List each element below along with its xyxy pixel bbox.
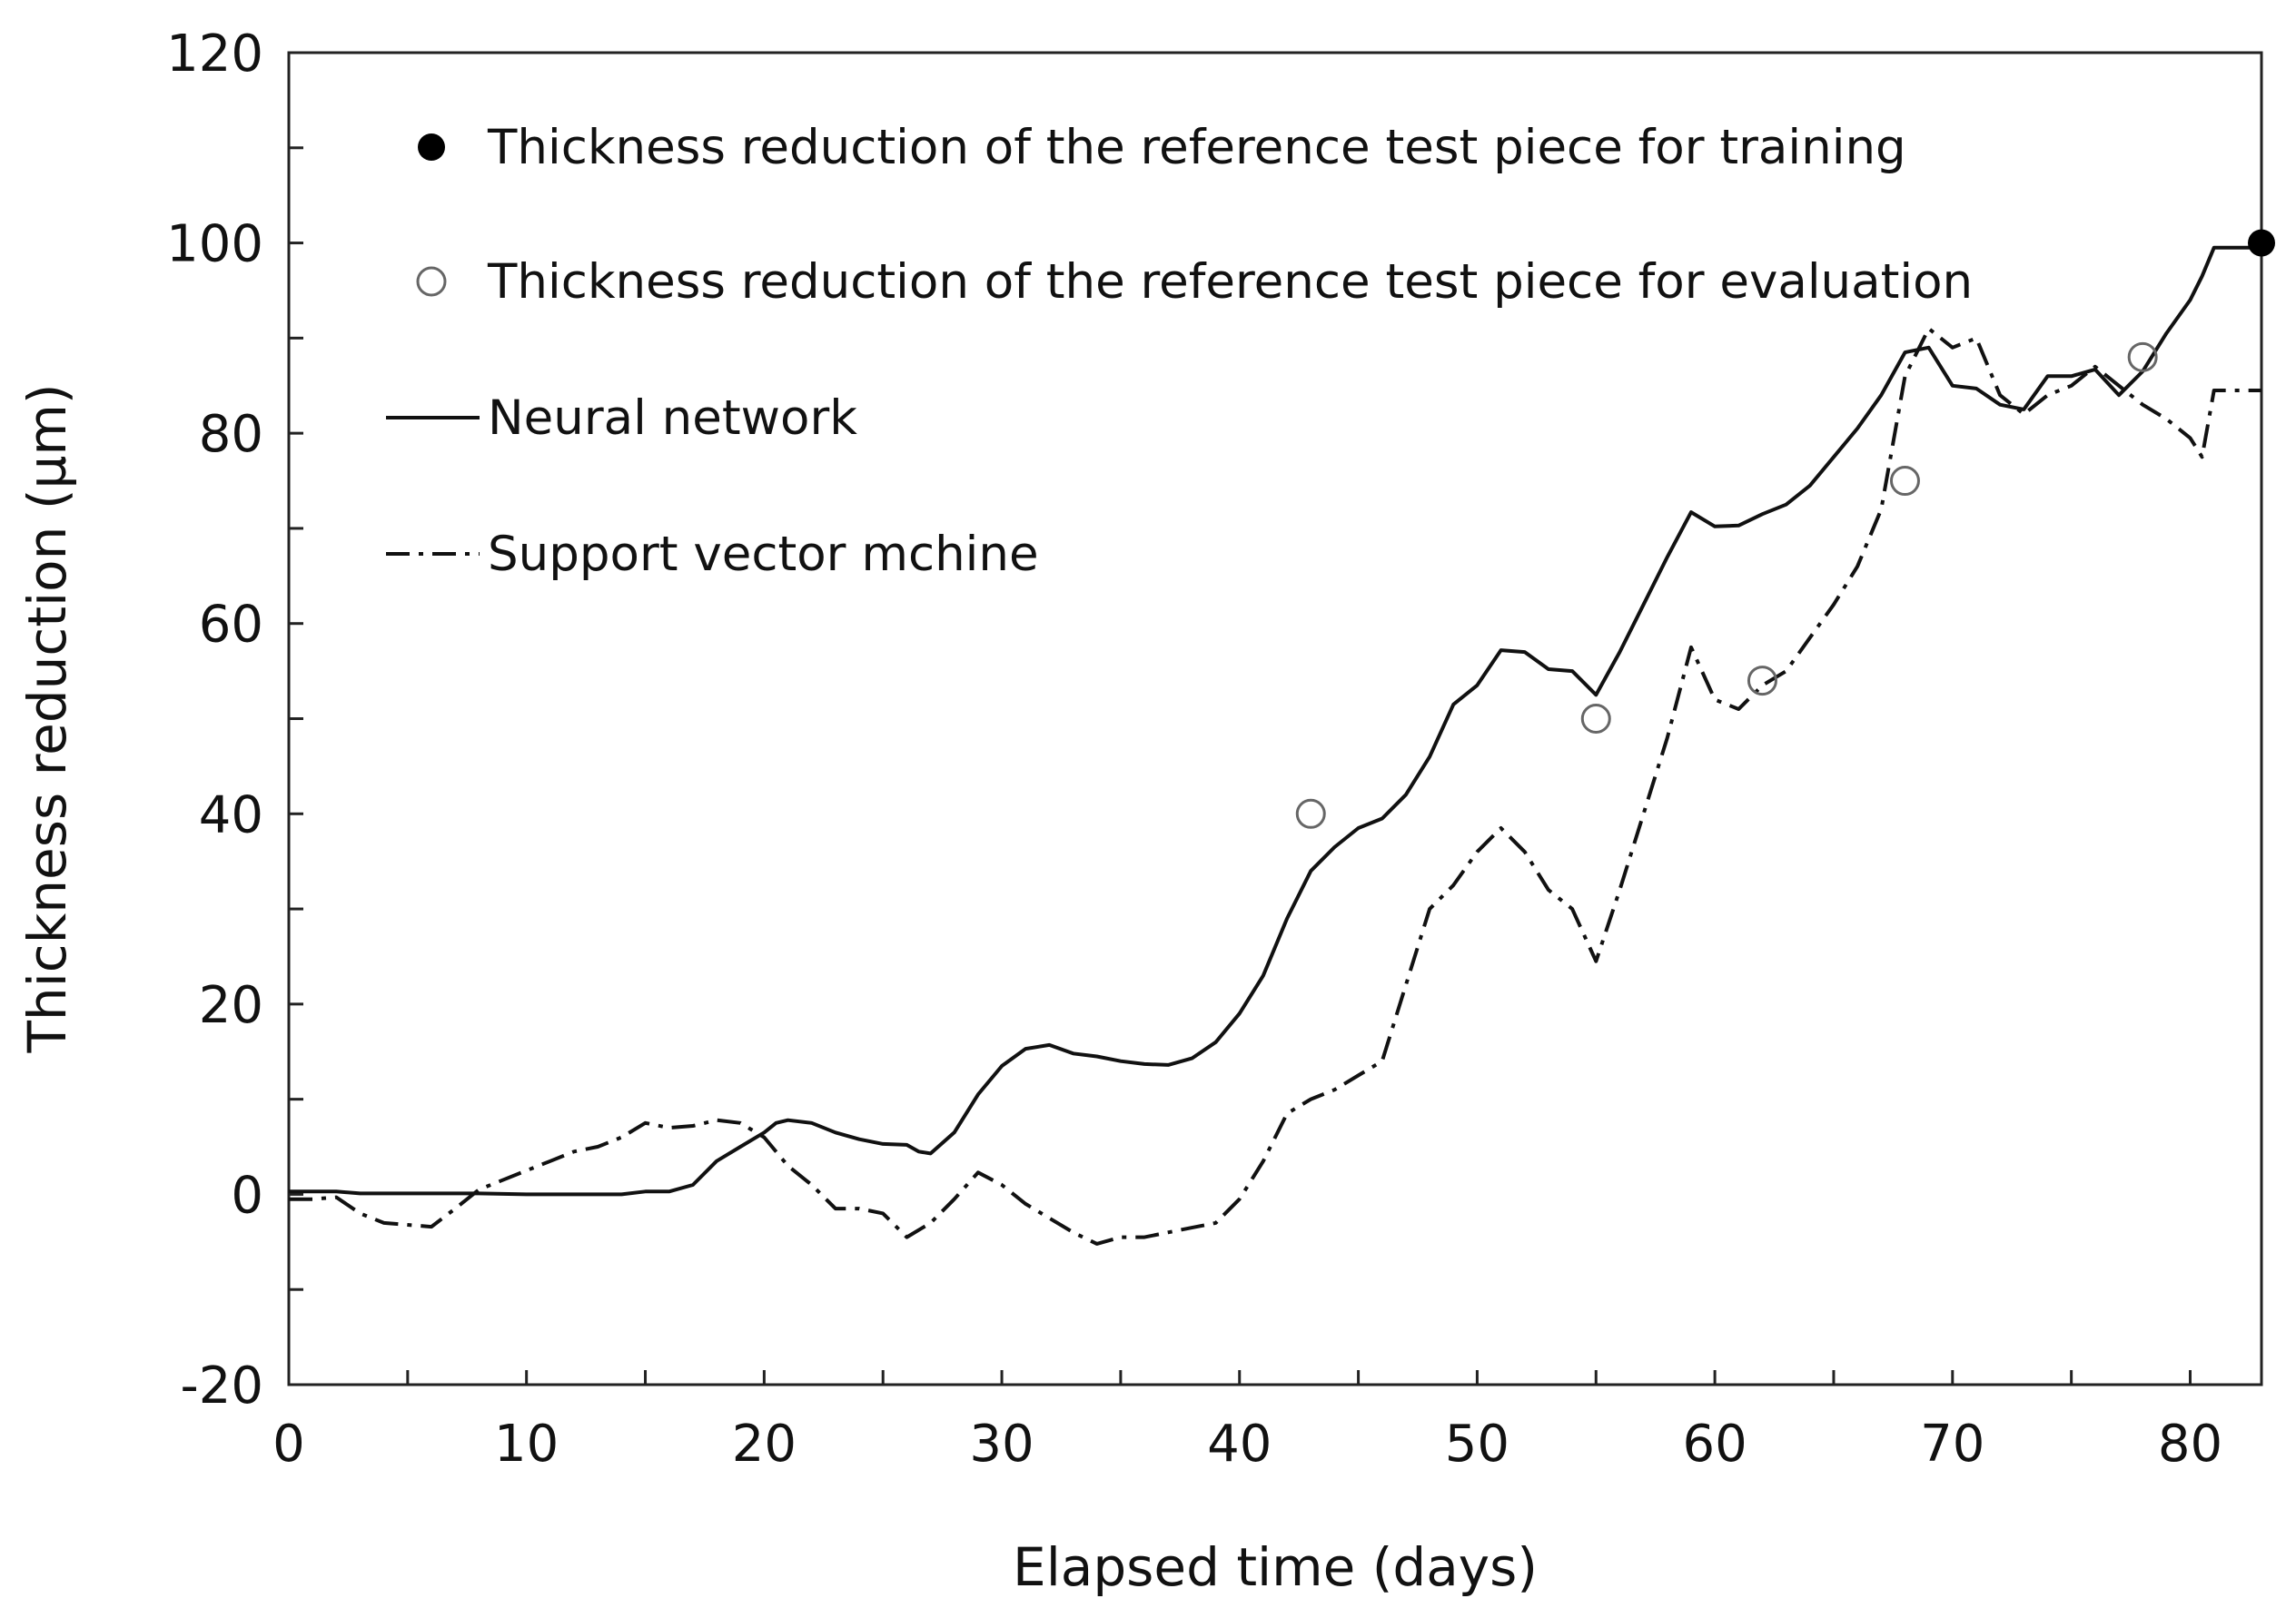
- legend: Thickness reduction of the reference tes…: [386, 120, 1973, 582]
- y-tick-label: 20: [199, 976, 263, 1035]
- x-tick-label: 0: [272, 1415, 305, 1474]
- y-tick-label: 40: [199, 785, 263, 844]
- x-tick-label: 10: [494, 1415, 559, 1474]
- y-tick-label: 80: [199, 405, 263, 464]
- x-tick-label: 20: [732, 1415, 797, 1474]
- training-point: [2248, 229, 2275, 257]
- evaluation-point: [2127, 341, 2158, 372]
- y-tick-label: 0: [231, 1166, 263, 1225]
- series-layer: [289, 229, 2275, 1246]
- x-axis-title: Elapsed time (days): [1013, 1536, 1538, 1598]
- y-tick-label: -20: [181, 1357, 263, 1416]
- x-tick-label: 50: [1445, 1415, 1509, 1474]
- legend-label-svm: Support vector mchine: [488, 527, 1039, 582]
- legend-label-evaluation: Thickness reduction of the reference tes…: [487, 254, 1973, 310]
- svm-line: [289, 326, 2261, 1246]
- legend-marker-training: [418, 133, 445, 161]
- x-axis-ticks: 0 10 20 30 40 50 60 70 80: [272, 1370, 2222, 1474]
- evaluation-point: [1295, 798, 1326, 829]
- y-axis-title: Thickness reduction (µm): [16, 383, 78, 1053]
- y-tick-label: 120: [166, 25, 263, 84]
- x-tick-label: 80: [2158, 1415, 2222, 1474]
- x-tick-label: 40: [1207, 1415, 1272, 1474]
- legend-label-training: Thickness reduction of the reference tes…: [487, 120, 1906, 175]
- plot-frame: [287, 51, 2263, 1386]
- x-tick-label: 60: [1682, 1415, 1747, 1474]
- y-tick-label: 60: [199, 596, 263, 655]
- legend-marker-evaluation: [416, 266, 447, 297]
- neural-network-line: [289, 245, 2261, 1197]
- evaluation-point: [1580, 704, 1611, 734]
- x-tick-label: 30: [969, 1415, 1034, 1474]
- legend-label-neural-network: Neural network: [488, 390, 857, 446]
- y-tick-label: 100: [166, 215, 263, 274]
- evaluation-point: [1889, 466, 1920, 497]
- y-axis-ticks: -20 0 20 40 60 80 100 120: [166, 25, 303, 1416]
- x-tick-label: 70: [1920, 1415, 1984, 1474]
- evaluation-point: [1747, 666, 1777, 696]
